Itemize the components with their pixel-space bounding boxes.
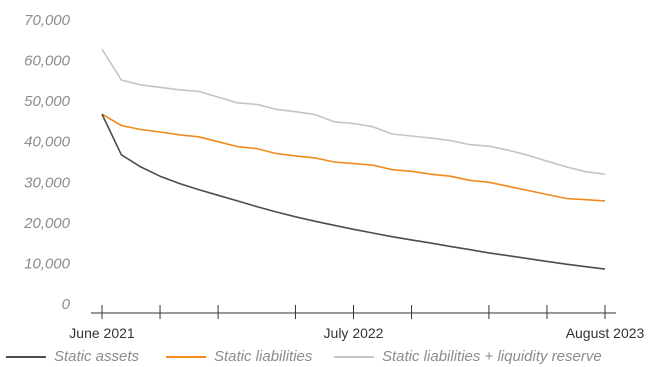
y-tick-label: 70,000 <box>24 12 71 29</box>
y-tick-label: 40,000 <box>24 134 71 151</box>
y-tick-label: 50,000 <box>24 93 71 110</box>
y-tick-label: 30,000 <box>24 174 71 191</box>
series-lines <box>101 48 606 270</box>
series-line-static-liabilities-liquidity-reserve <box>101 48 606 175</box>
line-chart: 0 10,000 20,000 30,000 40,000 50,000 60,000 70,… <box>23 12 644 341</box>
legend-swatch-static-liabilities-liquidity-reserve <box>334 355 374 358</box>
y-axis-tick-labels: 0 10,000 20,000 30,000 40,000 50,000 60,000 70,… <box>23 12 71 313</box>
x-axis-tick-labels: June 2021 July 2022 August 2023 <box>69 325 644 341</box>
legend-item-static-assets: Static assets <box>6 348 139 365</box>
legend-swatch-static-assets <box>6 355 46 358</box>
y-tick-label: 10,000 <box>24 255 71 272</box>
legend-swatch-static-liabilities <box>166 355 206 358</box>
x-tick-label: August 2023 <box>566 325 645 341</box>
x-tick-label: June 2021 <box>69 325 135 341</box>
x-axis-ticks <box>101 305 606 319</box>
legend-label-static-liabilities: Static liabilities <box>214 348 313 365</box>
legend-label-static-assets: Static assets <box>54 348 140 365</box>
x-tick-label: July 2022 <box>324 325 384 341</box>
legend-item-static-liabilities-liquidity-reserve: Static liabilities + liquidity reserve <box>334 348 602 365</box>
y-tick-label: 60,000 <box>24 53 71 70</box>
series-line-static-assets <box>101 113 606 270</box>
legend-item-static-liabilities: Static liabilities <box>166 348 312 365</box>
y-tick-label: 0 <box>62 296 71 313</box>
y-tick-label: 20,000 <box>23 215 71 232</box>
series-line-static-liabilities <box>101 113 606 202</box>
legend-label-static-liabilities-liquidity-reserve: Static liabilities + liquidity reserve <box>382 348 602 365</box>
